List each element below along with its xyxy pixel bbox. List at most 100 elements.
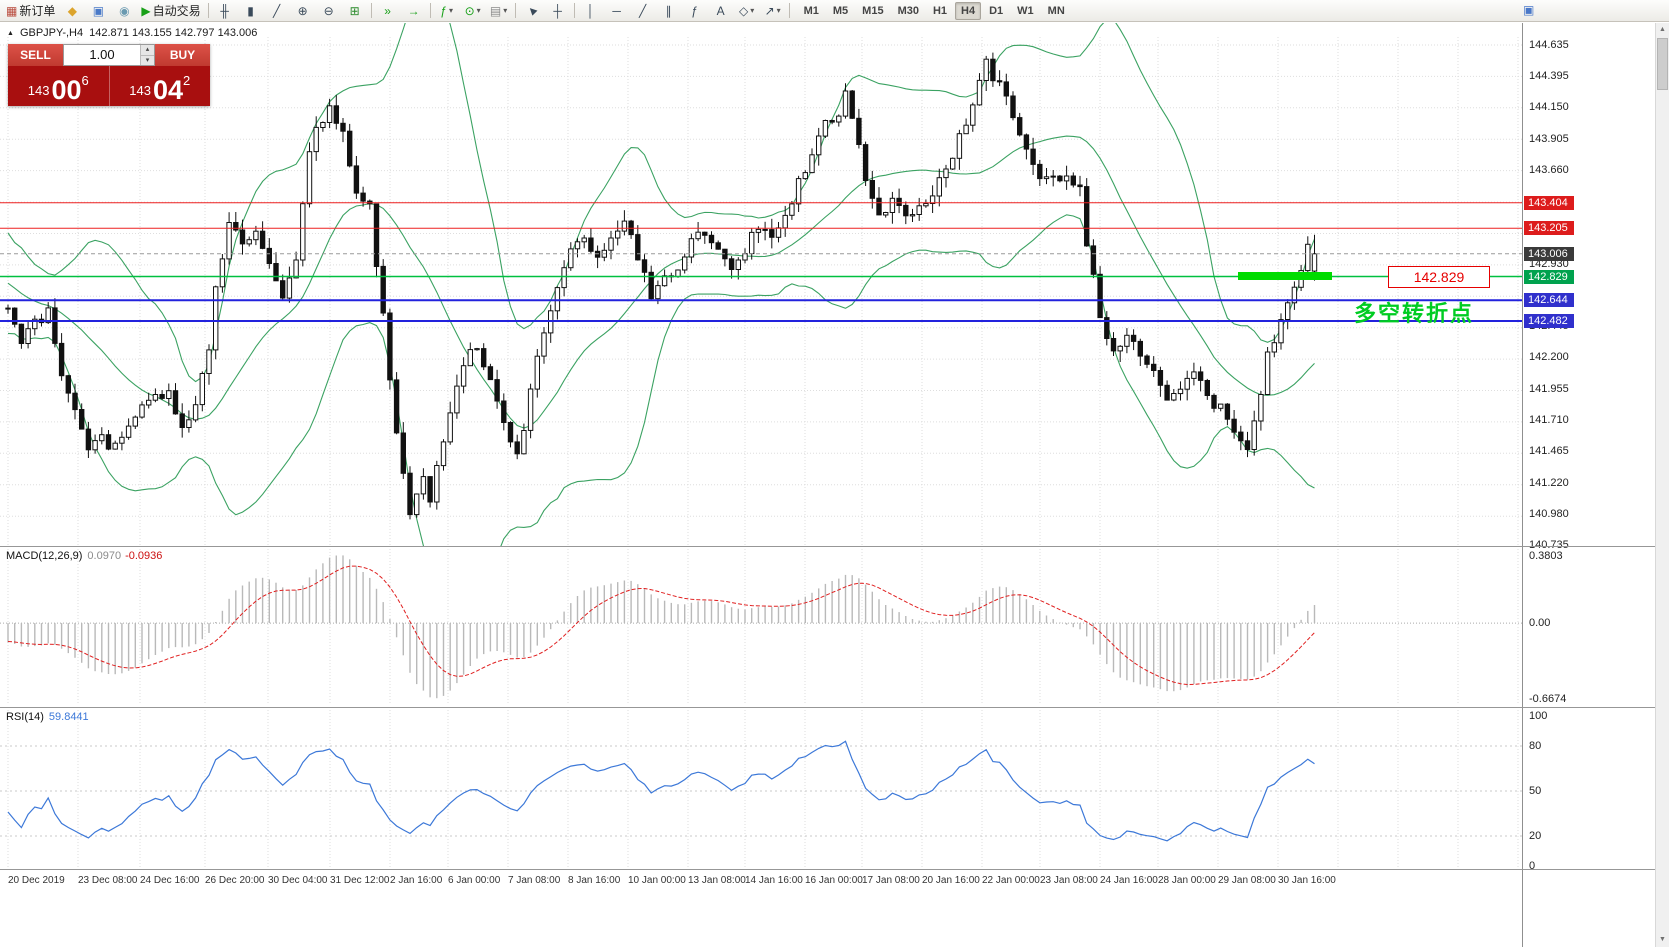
candle — [481, 348, 487, 368]
autotrading-button[interactable]: ▶ 自动交易 — [137, 0, 204, 22]
new-order-button[interactable]: ▦ 新订单 — [2, 0, 59, 22]
candle — [541, 332, 547, 357]
time-axis[interactable]: 20 Dec 2019 23 Dec 08:00 24 Dec 16:00 26 De… — [0, 870, 1522, 894]
candle — [615, 230, 621, 239]
timeframe-w1-button[interactable]: W1 — [1017, 4, 1034, 17]
candle — [1130, 334, 1137, 342]
arrows-button[interactable]: ↗ ▾ — [760, 0, 786, 22]
candlestick-chart-button[interactable]: ▮ — [238, 0, 264, 22]
zoom-out-icon: ⊖ — [323, 3, 334, 18]
vertical-line-button[interactable]: │ — [578, 0, 604, 22]
candle — [802, 172, 808, 180]
line-chart-button[interactable]: ╱ — [264, 0, 290, 22]
time-tick: 17 Jan 08:00 — [862, 875, 920, 886]
price-annotation[interactable]: 142.829 — [1388, 266, 1490, 288]
candle — [72, 392, 78, 411]
candle — [1104, 317, 1110, 340]
candle — [608, 237, 614, 251]
timeframe-m30-button[interactable]: M30 — [897, 4, 919, 17]
crosshair-button[interactable]: ┼ — [545, 0, 571, 22]
candle — [862, 144, 869, 181]
scroll-down-icon[interactable]: ▼ — [1656, 933, 1669, 947]
volume-input[interactable]: 1.00 — [89, 47, 115, 62]
scroll-up-icon[interactable]: ▲ — [1656, 23, 1669, 37]
candle — [186, 419, 192, 428]
timeframe-mn-button[interactable]: MN — [1047, 4, 1065, 17]
candle — [233, 222, 239, 231]
turning-point-text[interactable]: 多空转折点 — [1354, 301, 1475, 326]
timeframe-toolbar: M1 M5 M15 M30 H1 H4 D1 W1 MN — [797, 1, 1072, 20]
candle — [179, 413, 185, 428]
bar-chart-icon: ╫ — [220, 3, 229, 18]
timeframe-d1-button[interactable]: D1 — [989, 4, 1004, 17]
tile-windows-button[interactable]: ⊞ — [342, 0, 368, 22]
panel-divider[interactable] — [0, 546, 1655, 547]
candle — [152, 394, 159, 401]
main-toolbar: ▦ 新订单 ◆ ▣ ◉ ▶ 自动交易 ╫ ▮ ╱ ⊕ ⊖ ⊞» → ƒ ▾ ⊙ ▾ ▤ ▾ ► ┼ │ ─ ╱ ∥ ƒ A ◇ ▾ ↗ ▾ M… — [0, 0, 1669, 22]
zoom-in-button[interactable]: ⊕ — [290, 0, 316, 22]
candle — [1137, 340, 1143, 357]
equidistant-channel-button[interactable]: ∥ — [656, 0, 682, 22]
candle — [876, 197, 882, 216]
navigator-button[interactable]: ◉ — [111, 0, 137, 22]
timeframe-m15-button[interactable]: M15 — [862, 4, 884, 17]
panel-divider[interactable] — [0, 869, 1655, 870]
candle — [1171, 393, 1177, 401]
candle — [829, 120, 835, 123]
auto-scroll-button[interactable]: » — [375, 0, 401, 22]
candle — [1124, 334, 1130, 347]
buy-price-button[interactable]: 143 04 2 — [110, 66, 211, 106]
candle — [132, 416, 139, 427]
scrollbar-thumb[interactable] — [1657, 38, 1668, 90]
window-icon[interactable]: ▣ — [1523, 3, 1535, 17]
candle — [487, 366, 494, 381]
chart-canvas[interactable] — [0, 23, 1522, 947]
candle — [1063, 175, 1070, 182]
zoom-out-button[interactable]: ⊖ — [316, 0, 342, 22]
periods-button[interactable]: ⊙ ▾ — [460, 0, 486, 22]
candle — [420, 476, 427, 495]
timeframe-h4-button[interactable]: H4 — [955, 1, 982, 20]
price-axis[interactable]: 144.635 144.395 144.150 143.905 143.660 142.9… — [1522, 23, 1655, 947]
arrows-icon: ↗ — [764, 3, 775, 18]
volume-up-button[interactable]: ▴ — [141, 45, 154, 56]
bar-chart-button[interactable]: ╫ — [212, 0, 238, 22]
candle — [146, 399, 152, 406]
candle — [715, 242, 721, 250]
market-watch-button[interactable]: ◆ — [59, 0, 85, 22]
sell-button[interactable]: SELL — [8, 44, 63, 66]
horizontal-line-button[interactable]: ─ — [604, 0, 630, 22]
panel-divider[interactable] — [0, 707, 1655, 708]
sell-price-button[interactable]: 143 00 6 — [8, 66, 109, 106]
candle — [682, 256, 688, 271]
shapes-button[interactable]: ◇ ▾ — [734, 0, 760, 22]
fibonacci-button[interactable]: ƒ — [682, 0, 708, 22]
rsi-axis-tick: 20 — [1529, 830, 1542, 842]
bollinger-lower-line — [7, 214, 1315, 546]
chart-shift-button[interactable]: → — [401, 0, 427, 22]
time-tick: 7 Jan 08:00 — [508, 875, 561, 886]
candle — [708, 234, 715, 244]
templates-button[interactable]: ▤ ▾ — [486, 0, 512, 22]
candle — [775, 227, 782, 238]
time-tick: 16 Jan 00:00 — [805, 875, 863, 886]
timeframe-m1-button[interactable]: M1 — [803, 4, 819, 17]
candle — [1157, 370, 1164, 386]
chart-marker-icon: ▲ — [7, 29, 14, 37]
cursor-button[interactable]: ► — [519, 0, 545, 22]
candle — [976, 79, 983, 106]
data-window-button[interactable]: ▣ — [85, 0, 111, 22]
candle — [909, 214, 916, 217]
timeframe-m5-button[interactable]: M5 — [832, 4, 849, 17]
turning-point-highlight[interactable] — [1238, 272, 1332, 280]
candle — [1238, 431, 1244, 442]
text-label-button[interactable]: A — [708, 0, 734, 22]
volume-down-button[interactable]: ▾ — [141, 55, 154, 65]
trendline-button[interactable]: ╱ — [630, 0, 656, 22]
vertical-scrollbar[interactable]: ▲ ▼ — [1655, 23, 1669, 947]
buy-button[interactable]: BUY — [155, 44, 210, 66]
sell-price-point: 6 — [81, 73, 89, 88]
timeframe-h1-button[interactable]: H1 — [932, 4, 948, 17]
vertical-line-icon: │ — [586, 3, 595, 18]
indicators-button[interactable]: ƒ ▾ — [434, 0, 460, 22]
